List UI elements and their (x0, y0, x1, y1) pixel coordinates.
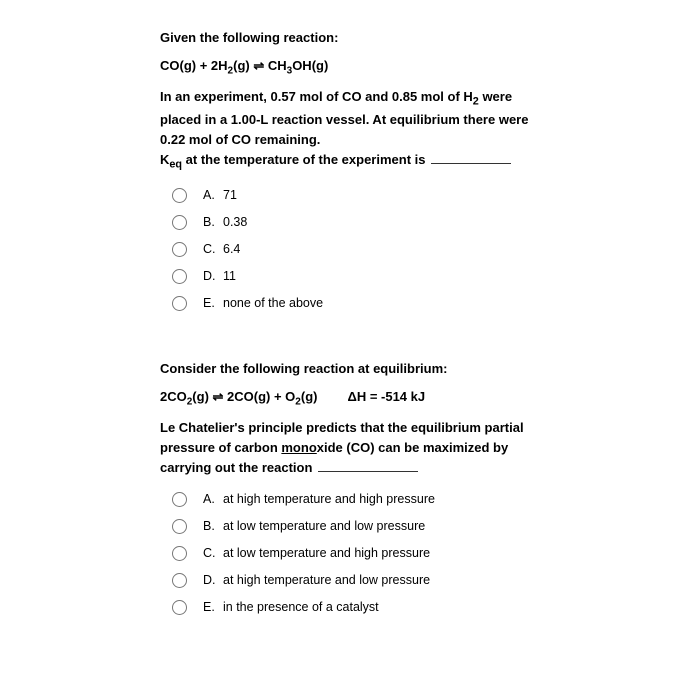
option-row[interactable]: A.at high temperature and high pressure (160, 492, 570, 507)
option-row[interactable]: D.11 (160, 269, 570, 284)
option-text: at high temperature and low pressure (223, 573, 430, 587)
option-letter: B. (203, 519, 223, 533)
option-row[interactable]: C.at low temperature and high pressure (160, 546, 570, 561)
option-text: at low temperature and high pressure (223, 546, 430, 560)
option-text: 11 (223, 269, 236, 283)
page: Given the following reaction: CO(g) + 2H… (0, 0, 700, 683)
q2-intro: Consider the following reaction at equil… (160, 359, 570, 379)
q2-body-l2u: mono (281, 440, 316, 455)
q2-body: Le Chatelier's principle predicts that t… (160, 418, 570, 478)
radio-icon[interactable] (172, 573, 187, 588)
option-row[interactable]: E.in the presence of a catalyst (160, 600, 570, 615)
option-row[interactable]: B.at low temperature and low pressure (160, 519, 570, 534)
q2-eq-rhs: 2CO(g) + O (223, 389, 295, 404)
option-row[interactable]: D.at high temperature and low pressure (160, 573, 570, 588)
q1-body-l2: placed in a 1.00-L reaction vessel. At e… (160, 112, 528, 127)
option-letter: E. (203, 600, 223, 614)
option-text: none of the above (223, 296, 323, 310)
radio-icon[interactable] (172, 215, 187, 230)
q1-eq-rhs1: CH (264, 58, 286, 73)
option-row[interactable]: A.71 (160, 188, 570, 203)
q1-eq-mid1: (g) (233, 58, 253, 73)
option-letter: B. (203, 215, 223, 229)
q1-body-l3: 0.22 mol of CO remaining. (160, 132, 320, 147)
q2-eq-rhs2: (g) (301, 389, 318, 404)
option-row[interactable]: B.0.38 (160, 215, 570, 230)
q2-options: A.at high temperature and high pressureB… (160, 492, 570, 615)
option-letter: C. (203, 242, 223, 256)
option-text: at high temperature and high pressure (223, 492, 435, 506)
option-text: 0.38 (223, 215, 247, 229)
q1-blank (431, 163, 511, 164)
q1-intro: Given the following reaction: (160, 28, 570, 48)
radio-icon[interactable] (172, 296, 187, 311)
option-letter: A. (203, 492, 223, 506)
radio-icon[interactable] (172, 269, 187, 284)
q1-body: In an experiment, 0.57 mol of CO and 0.8… (160, 87, 570, 174)
q1-body-l4a: K (160, 152, 169, 167)
radio-icon[interactable] (172, 492, 187, 507)
q1-eq-lhs1: CO(g) + 2H (160, 58, 228, 73)
option-letter: D. (203, 573, 223, 587)
question-2: Consider the following reaction at equil… (160, 359, 570, 615)
q2-body-l2b: xide (CO) can be maximized by (317, 440, 508, 455)
q2-eq-dh: ΔH = -514 kJ (347, 389, 425, 404)
option-row[interactable]: C.6.4 (160, 242, 570, 257)
q1-body-l1b: were (479, 89, 512, 104)
radio-icon[interactable] (172, 242, 187, 257)
option-row[interactable]: E.none of the above (160, 296, 570, 311)
option-letter: A. (203, 188, 223, 202)
q2-body-l3: carrying out the reaction (160, 460, 316, 475)
option-text: 6.4 (223, 242, 240, 256)
q2-body-l1: Le Chatelier's principle predicts that t… (160, 420, 524, 435)
option-letter: E. (203, 296, 223, 310)
radio-icon[interactable] (172, 546, 187, 561)
radio-icon[interactable] (172, 519, 187, 534)
option-letter: C. (203, 546, 223, 560)
option-letter: D. (203, 269, 223, 283)
q2-eq-lhs: 2CO (160, 389, 187, 404)
q2-eq-lhs2: (g) (192, 389, 212, 404)
q1-options: A.71B.0.38C.6.4D.11E.none of the above (160, 188, 570, 311)
q1-equation: CO(g) + 2H2(g) ⇌ CH3OH(g) (160, 58, 570, 77)
q2-equation: 2CO2(g) ⇌ 2CO(g) + O2(g)ΔH = -514 kJ (160, 389, 570, 408)
q1-eq-rhs2: OH(g) (292, 58, 328, 73)
question-1: Given the following reaction: CO(g) + 2H… (160, 28, 570, 311)
q2-body-l2a: pressure of carbon (160, 440, 281, 455)
q1-eq-arrow: ⇌ (253, 58, 264, 73)
option-text: 71 (223, 188, 237, 202)
q1-body-l4b: at the temperature of the experiment is (182, 152, 429, 167)
option-text: at low temperature and low pressure (223, 519, 425, 533)
radio-icon[interactable] (172, 188, 187, 203)
q2-blank (318, 471, 418, 472)
option-text: in the presence of a catalyst (223, 600, 379, 614)
q1-body-l4sub: eq (169, 159, 182, 171)
q2-eq-arrow: ⇌ (213, 389, 224, 404)
radio-icon[interactable] (172, 600, 187, 615)
q1-body-l1: In an experiment, 0.57 mol of CO and 0.8… (160, 89, 473, 104)
